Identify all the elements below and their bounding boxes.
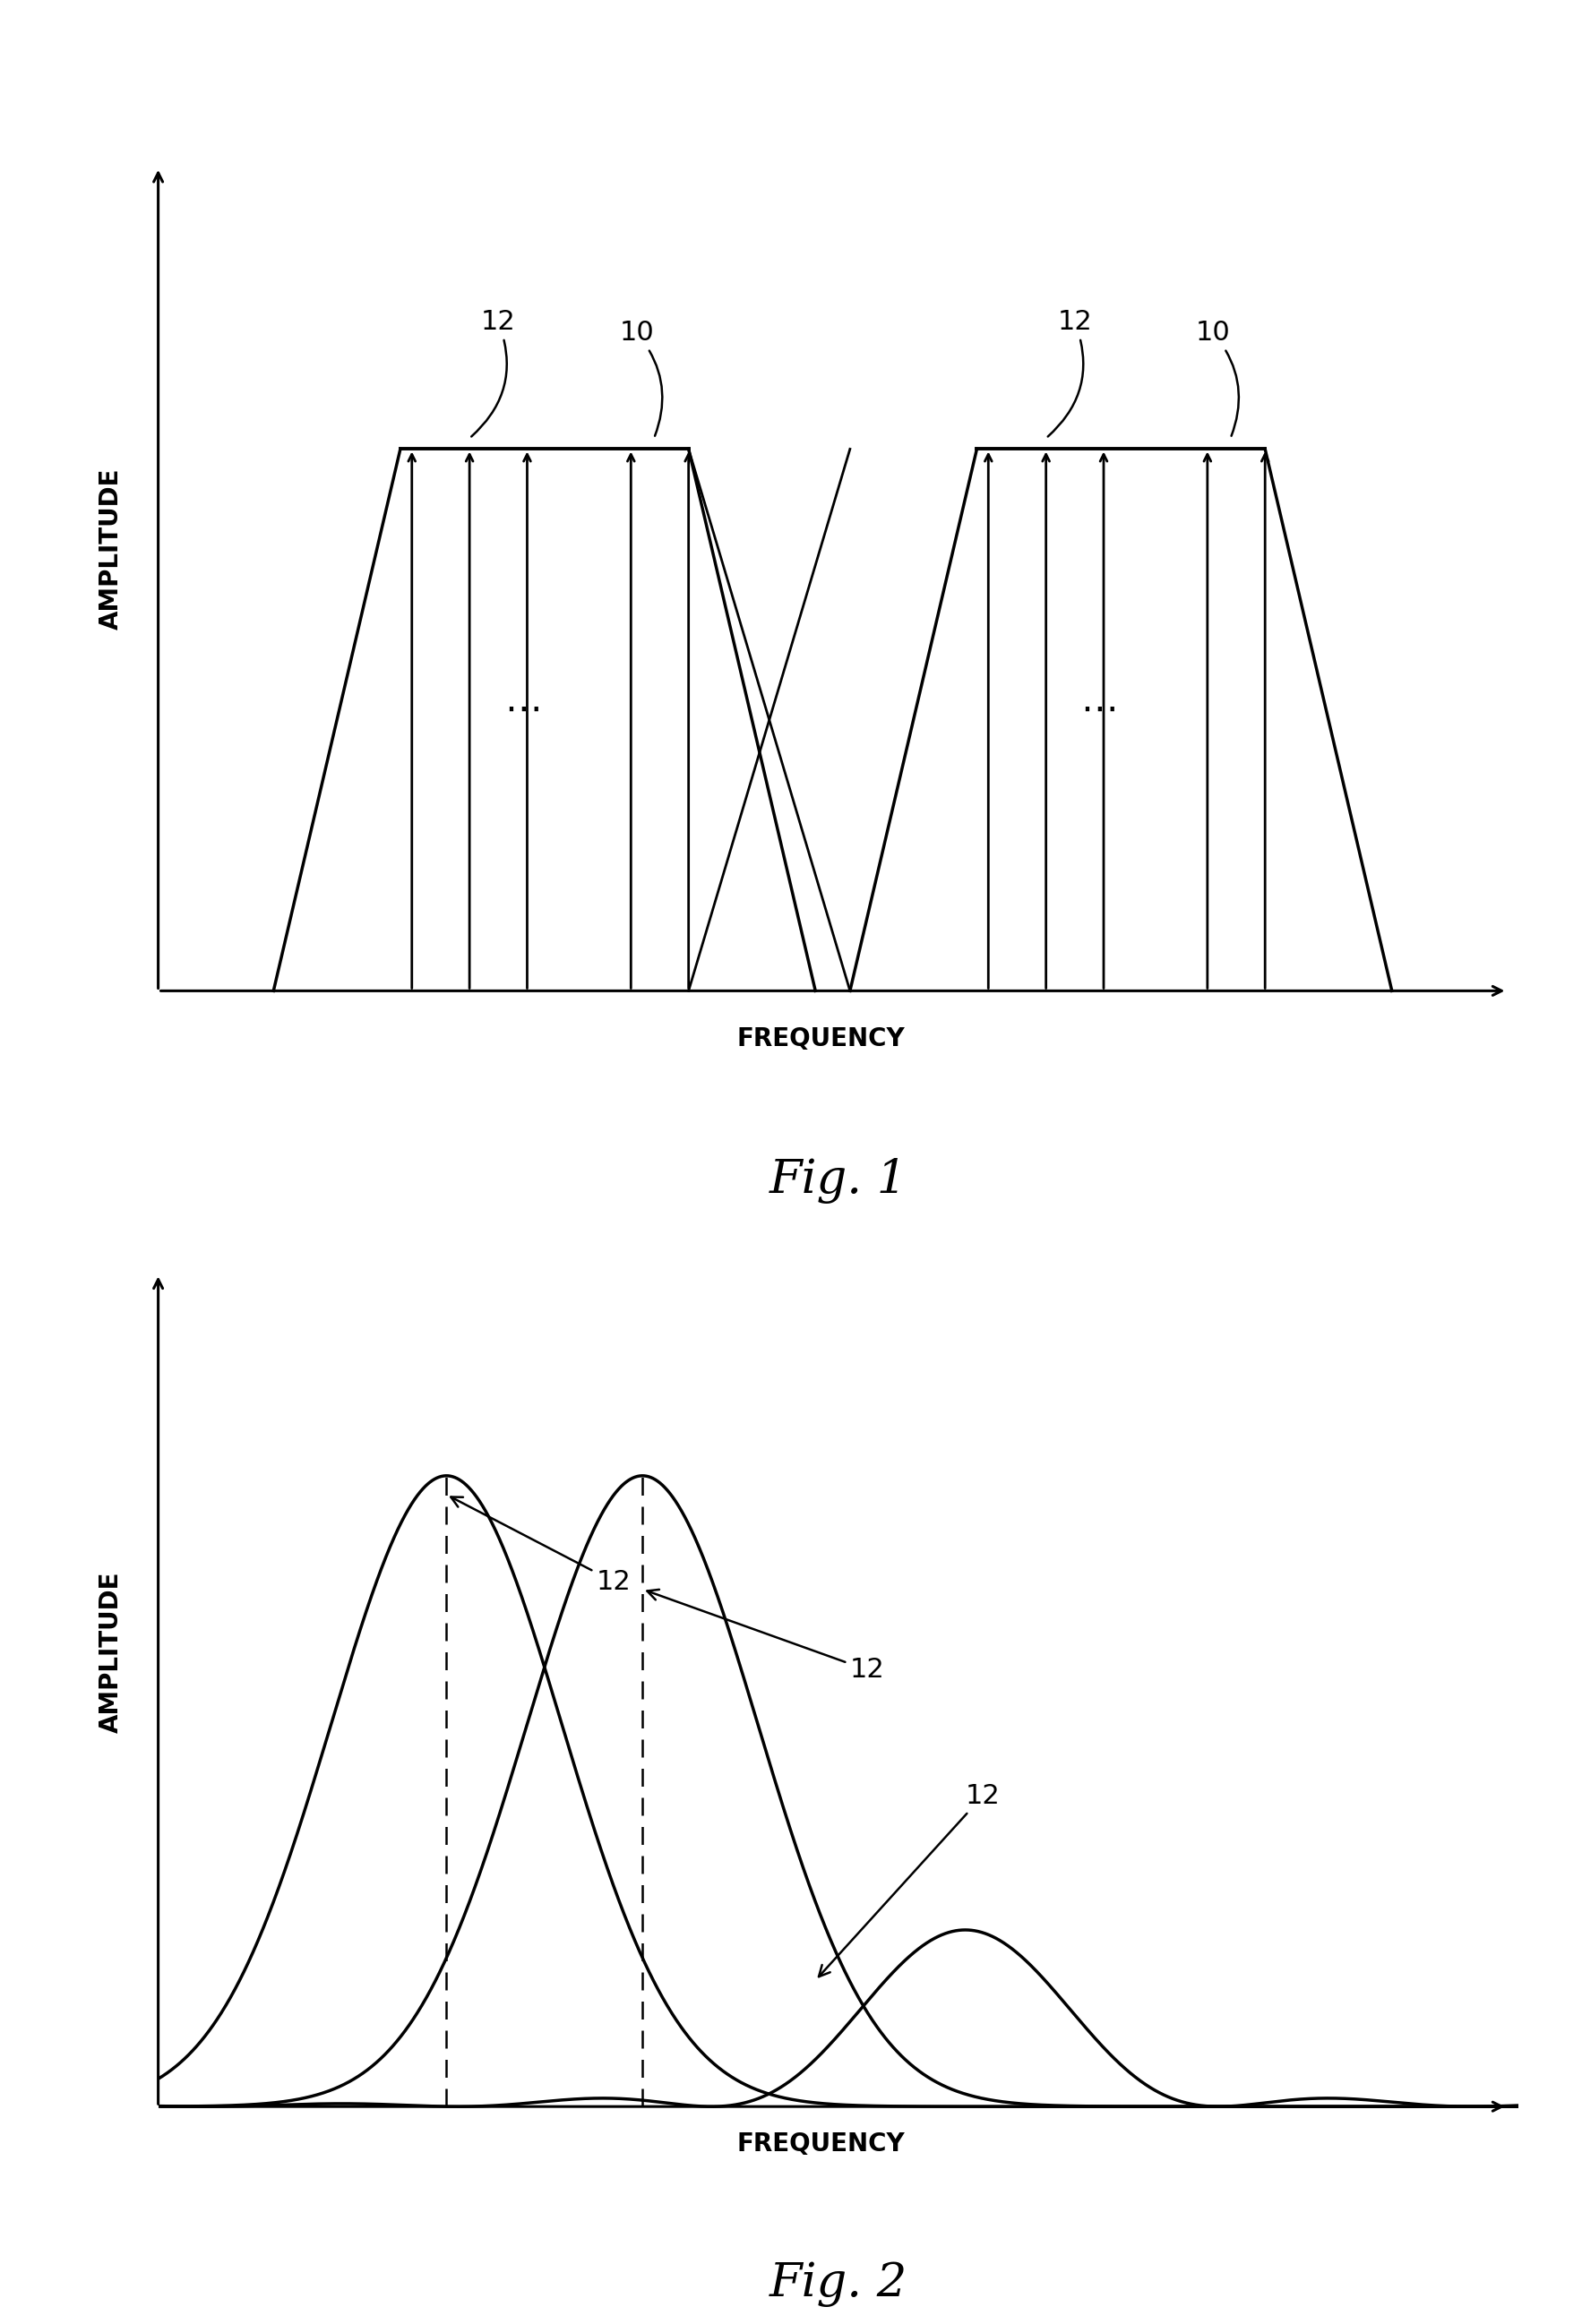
Text: 12: 12	[1047, 309, 1092, 437]
Text: 12: 12	[647, 1590, 884, 1683]
Text: AMPLITUDE: AMPLITUDE	[98, 1571, 123, 1734]
Text: Fig. 2: Fig. 2	[769, 2261, 908, 2308]
Text: 10: 10	[1196, 321, 1239, 437]
Text: FREQUENCY: FREQUENCY	[737, 1027, 905, 1050]
Text: 12: 12	[471, 309, 516, 437]
Text: $\cdots$: $\cdots$	[1081, 690, 1115, 727]
Text: 12: 12	[819, 1783, 1000, 1978]
Text: FREQUENCY: FREQUENCY	[737, 2131, 905, 2157]
Text: Fig. 1: Fig. 1	[769, 1157, 908, 1204]
Text: 10: 10	[620, 321, 663, 437]
Text: 12: 12	[451, 1497, 631, 1594]
Text: AMPLITUDE: AMPLITUDE	[98, 467, 123, 630]
Text: $\cdots$: $\cdots$	[505, 690, 539, 727]
